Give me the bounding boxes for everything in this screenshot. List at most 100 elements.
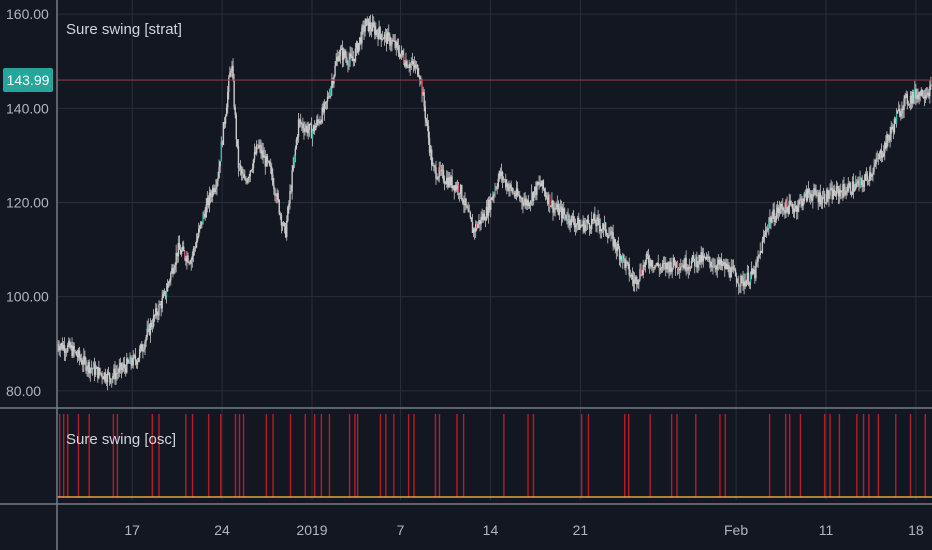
candle (699, 254, 701, 265)
candle (90, 360, 93, 374)
candle (367, 18, 370, 33)
candle-body (568, 215, 570, 224)
candle (350, 47, 352, 59)
candle-body (320, 121, 322, 123)
candle (194, 242, 197, 252)
candle (120, 362, 123, 379)
candle-body (160, 304, 162, 309)
candle-body (442, 170, 445, 182)
candle-body (921, 89, 924, 97)
candle (151, 318, 154, 333)
candle (690, 257, 693, 269)
candle (97, 366, 99, 383)
candle (471, 213, 474, 233)
candle (701, 247, 703, 265)
candle-body (593, 214, 595, 221)
candle (294, 145, 297, 163)
candle (316, 115, 318, 128)
candle (359, 37, 361, 51)
candle (98, 360, 100, 380)
candle (888, 135, 890, 143)
candle (411, 52, 414, 66)
candle-body (250, 170, 253, 171)
candle-body (554, 207, 556, 209)
candle-body (254, 151, 257, 154)
candle (924, 88, 927, 103)
time-axis[interactable]: 17 24 2019 7 14 21 Feb 11 18 (124, 522, 924, 538)
candle (152, 309, 155, 329)
candle (521, 196, 523, 210)
candle-body (153, 315, 156, 316)
candle (851, 176, 854, 196)
candle (223, 117, 226, 130)
candle-body (526, 200, 528, 206)
candle-body (296, 136, 299, 140)
candle-body (57, 343, 59, 348)
candle (630, 272, 633, 280)
candle (117, 368, 119, 379)
candle (364, 18, 366, 37)
candle-body (429, 149, 432, 153)
candle (70, 342, 72, 351)
candle (87, 360, 89, 378)
candle (843, 176, 845, 199)
candle (290, 184, 292, 194)
candle-body (75, 351, 78, 356)
candle-body (594, 214, 596, 224)
candle (107, 366, 110, 376)
candle (208, 186, 211, 213)
candle-body (108, 372, 111, 379)
candle-body (246, 181, 248, 183)
candle-body (826, 189, 828, 204)
candle-body (730, 267, 732, 278)
candle-body (878, 153, 881, 160)
candle (603, 215, 606, 231)
candle (457, 181, 460, 200)
candle-body (360, 37, 362, 44)
candle-body (143, 348, 145, 350)
candle (637, 279, 639, 289)
candle (384, 28, 387, 43)
candle-body (623, 254, 625, 259)
candle-body (311, 131, 314, 139)
candle-body (813, 188, 815, 195)
candle (575, 223, 578, 233)
price-pane[interactable]: Sure swing [strat] (56, 14, 932, 391)
candle-body (220, 141, 222, 162)
candle (623, 254, 625, 263)
candle (628, 257, 630, 282)
candle (441, 163, 444, 179)
candle (301, 122, 303, 131)
candle (676, 260, 679, 276)
candle-body (82, 364, 84, 365)
candle (760, 250, 762, 253)
candle (477, 221, 479, 229)
candle-body (472, 228, 475, 233)
candle-body (173, 269, 175, 274)
candle-body (652, 267, 654, 268)
candle (914, 80, 916, 105)
candle-body (318, 120, 320, 124)
candle-body (388, 32, 390, 35)
candle-body (466, 205, 468, 208)
candle-body (111, 378, 113, 383)
candle (243, 169, 245, 179)
candle-body (728, 264, 730, 275)
candle (480, 211, 482, 231)
candle-body (104, 372, 107, 381)
candle (567, 208, 569, 228)
candle-body (630, 274, 633, 277)
candle (853, 184, 856, 192)
candle-body (227, 91, 229, 108)
candle (170, 271, 172, 286)
candle (592, 218, 594, 225)
oscillator-pane[interactable]: Sure swing [osc] (57, 414, 932, 498)
candle-body (214, 189, 216, 193)
candle (844, 183, 846, 197)
candle-body (365, 18, 367, 27)
candle-body (919, 92, 921, 96)
candle (906, 91, 909, 110)
candle (686, 263, 688, 274)
